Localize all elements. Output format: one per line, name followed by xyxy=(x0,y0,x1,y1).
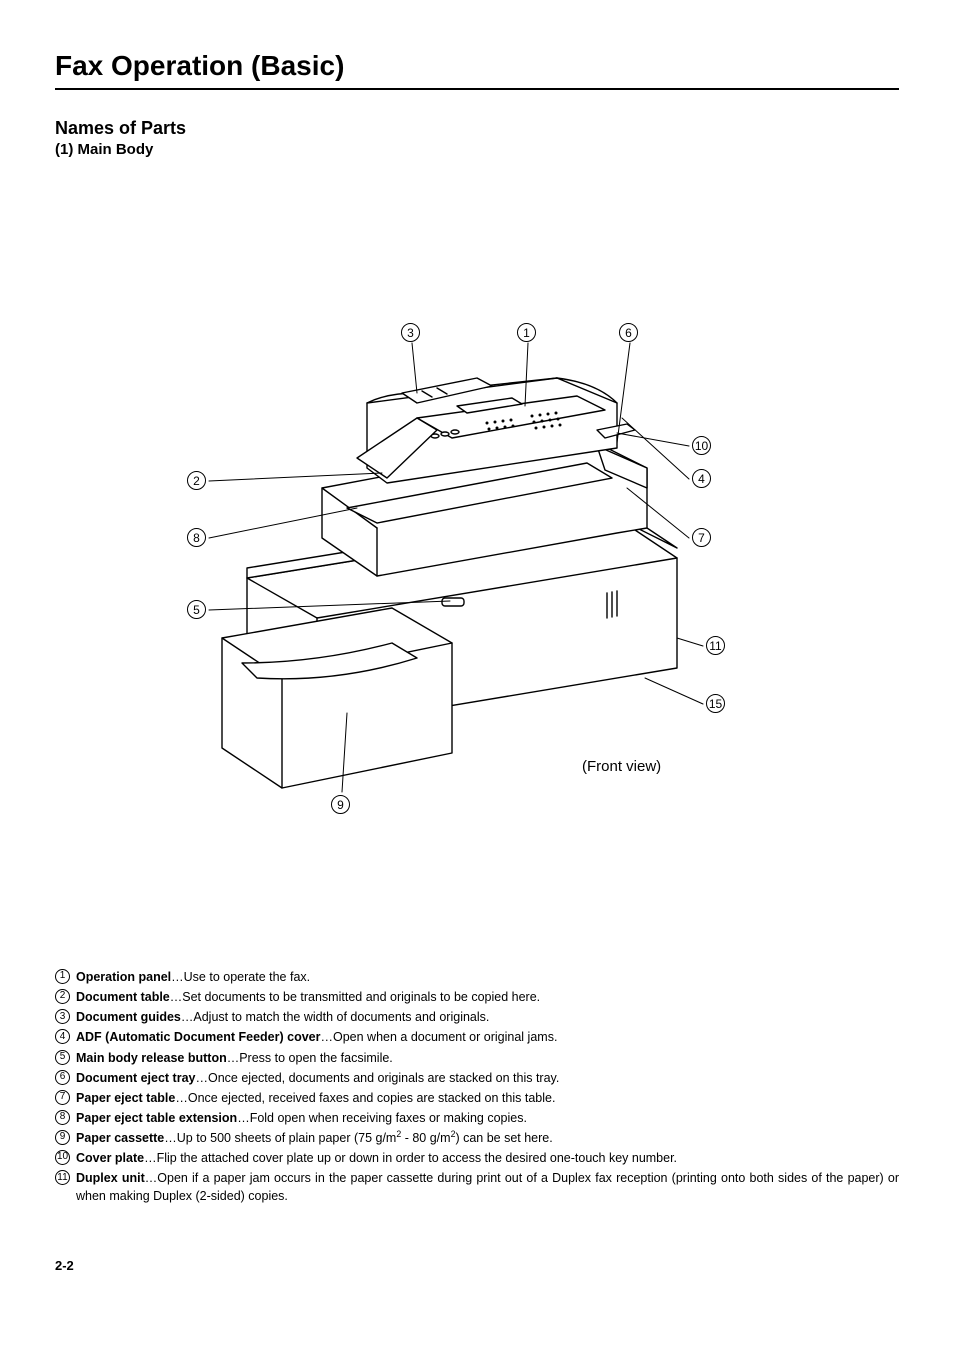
part-item-7: 7 Paper eject table…Once ejected, receive… xyxy=(55,1089,899,1107)
part-item-9: 9 Paper cassette…Up to 500 sheets of plai… xyxy=(55,1129,899,1147)
diagram-callout-6: 6 xyxy=(619,323,638,342)
part-text: Operation panel…Use to operate the fax. xyxy=(76,968,899,986)
part-number: 2 xyxy=(55,989,70,1004)
part-number: 9 xyxy=(55,1130,70,1145)
part-item-8: 8 Paper eject table extension…Fold open w… xyxy=(55,1109,899,1127)
part-text: Document table…Set documents to be trans… xyxy=(76,988,899,1006)
part-text: Paper cassette…Up to 500 sheets of plain… xyxy=(76,1129,899,1147)
part-text: ADF (Automatic Document Feeder) cover…Op… xyxy=(76,1028,899,1046)
callout-number: 8 xyxy=(187,528,206,547)
callout-number: 15 xyxy=(706,694,725,713)
subsection-title: (1) Main Body xyxy=(55,141,899,158)
part-number: 11 xyxy=(55,1170,70,1185)
part-text: Document eject tray…Once ejected, docume… xyxy=(76,1069,899,1087)
callout-number: 2 xyxy=(187,471,206,490)
diagram-callout-10: 10 xyxy=(692,436,711,455)
part-number: 1 xyxy=(55,969,70,984)
diagram-callout-11: 11 xyxy=(706,636,725,655)
callout-number: 9 xyxy=(331,795,350,814)
diagram-callout-9: 9 xyxy=(331,795,350,814)
diagram-callout-2: 2 xyxy=(187,471,206,490)
part-number: 4 xyxy=(55,1029,70,1044)
part-item-4: 4 ADF (Automatic Document Feeder) cover…O… xyxy=(55,1028,899,1046)
fax-machine-svg xyxy=(57,188,897,868)
part-item-1: 1 Operation panel…Use to operate the fax. xyxy=(55,968,899,986)
diagram-callout-1: 1 xyxy=(517,323,536,342)
callout-number: 5 xyxy=(187,600,206,619)
section-title: Names of Parts xyxy=(55,118,899,139)
part-text: Document guides…Adjust to match the widt… xyxy=(76,1008,899,1026)
part-number: 3 xyxy=(55,1009,70,1024)
part-item-3: 3 Document guides…Adjust to match the wid… xyxy=(55,1008,899,1026)
callout-number: 10 xyxy=(692,436,711,455)
part-item-11: 11 Duplex unit…Open if a paper jam occurs… xyxy=(55,1169,899,1205)
callout-number: 7 xyxy=(692,528,711,547)
diagram-callout-8: 8 xyxy=(187,528,206,547)
part-number: 8 xyxy=(55,1110,70,1125)
diagram-callout-5: 5 xyxy=(187,600,206,619)
part-item-5: 5 Main body release button…Press to open … xyxy=(55,1049,899,1067)
part-text: Paper eject table extension…Fold open wh… xyxy=(76,1109,899,1127)
part-text: Main body release button…Press to open t… xyxy=(76,1049,899,1067)
page-number: 2-2 xyxy=(55,1258,74,1273)
part-number: 6 xyxy=(55,1070,70,1085)
part-text: Paper eject table…Once ejected, received… xyxy=(76,1089,899,1107)
front-view-label: (Front view) xyxy=(582,758,661,775)
part-item-10: 10 Cover plate…Flip the attached cover pl… xyxy=(55,1149,899,1167)
part-number: 10 xyxy=(55,1150,70,1165)
part-item-2: 2 Document table…Set documents to be tran… xyxy=(55,988,899,1006)
diagram-callout-4: 4 xyxy=(692,469,711,488)
part-number: 7 xyxy=(55,1090,70,1105)
diagram-callout-3: 3 xyxy=(401,323,420,342)
part-item-6: 6 Document eject tray…Once ejected, docum… xyxy=(55,1069,899,1087)
callout-number: 6 xyxy=(619,323,638,342)
callout-number: 4 xyxy=(692,469,711,488)
callout-number: 11 xyxy=(706,636,725,655)
diagram-callout-7: 7 xyxy=(692,528,711,547)
part-number: 5 xyxy=(55,1050,70,1065)
parts-list: 1 Operation panel…Use to operate the fax.… xyxy=(55,968,899,1206)
main-body-diagram: 3 1 6 10 2 4 8 7 5 11 15 9 (Front view) xyxy=(57,188,897,868)
callout-number: 1 xyxy=(517,323,536,342)
chapter-title: Fax Operation (Basic) xyxy=(55,50,899,90)
diagram-callout-15: 15 xyxy=(706,694,725,713)
part-text: Cover plate…Flip the attached cover plat… xyxy=(76,1149,899,1167)
callout-number: 3 xyxy=(401,323,420,342)
part-text: Duplex unit…Open if a paper jam occurs i… xyxy=(76,1169,899,1205)
